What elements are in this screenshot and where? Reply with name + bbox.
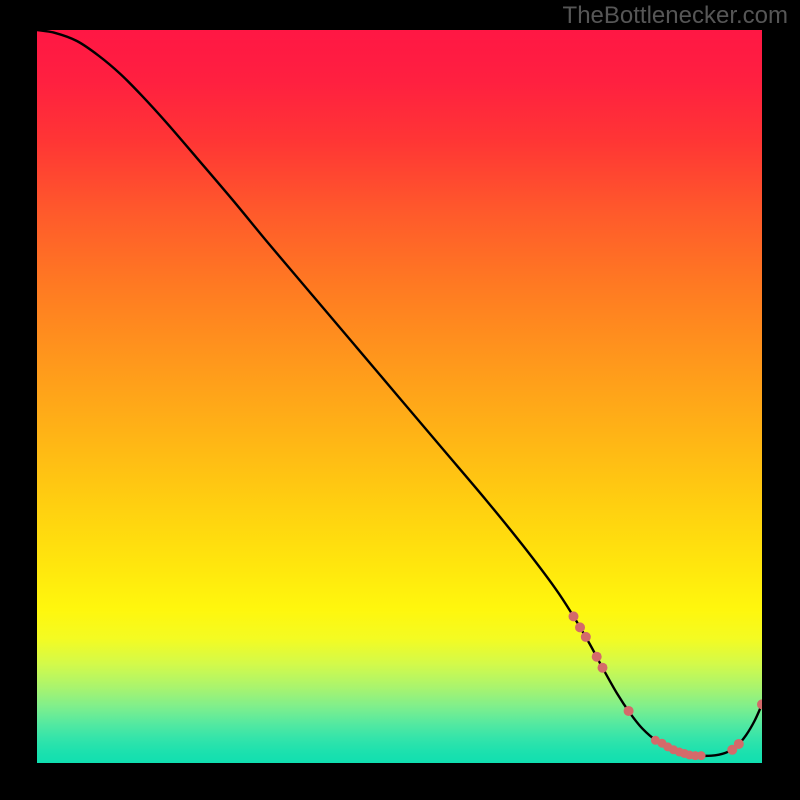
data-marker	[734, 739, 744, 749]
data-marker	[592, 652, 602, 662]
data-marker	[697, 751, 706, 760]
data-marker	[575, 622, 585, 632]
plot-area	[37, 30, 762, 763]
data-marker	[569, 611, 579, 621]
watermark-text: TheBottlenecker.com	[563, 2, 788, 30]
chart-stage: TheBottlenecker.com	[0, 0, 800, 800]
data-marker	[598, 663, 608, 673]
plot-svg	[37, 30, 762, 763]
data-marker	[624, 706, 634, 716]
data-marker	[581, 632, 591, 642]
